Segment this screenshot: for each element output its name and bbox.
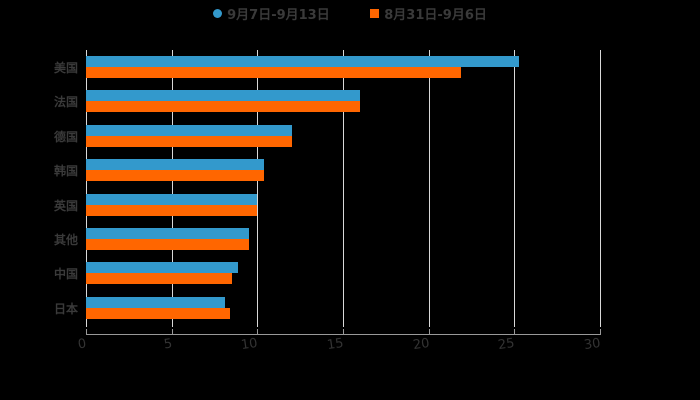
bar[interactable] [86,159,265,171]
bar[interactable] [86,273,232,285]
gridline [428,50,430,327]
x-tick [343,329,344,335]
bar[interactable] [86,170,265,182]
bar[interactable] [86,101,361,113]
x-tick-label: 25 [497,335,516,354]
bar[interactable] [86,56,520,67]
x-tick-label: 0 [76,336,88,353]
bar[interactable] [86,262,239,274]
chart-legend: 9月7日-9月13日 8月31日-9月6日 [0,4,700,23]
x-tick [86,329,87,335]
legend-label: 8月31日-9月6日 [384,8,487,23]
bar[interactable] [86,307,230,319]
x-tick [600,329,601,335]
x-tick-label: 20 [411,335,431,354]
category-label: 英国 [53,198,78,213]
category-label: 其他 [53,233,78,247]
category-label: 法国 [53,95,78,110]
category-label: 德国 [53,129,78,144]
category-label: 韩国 [53,164,78,179]
bar[interactable] [86,67,462,78]
bar[interactable] [86,204,258,216]
bar[interactable] [86,193,258,205]
gridline [171,50,173,327]
x-tick [171,329,173,335]
legend-item-series1[interactable]: 8月31日-9月6日 [370,4,487,23]
bar[interactable] [86,124,292,136]
x-tick [514,329,516,335]
x-tick-label: 30 [583,335,602,354]
legend-label: 9月7日-9月13日 [227,8,330,23]
category-label: 日本 [53,301,78,316]
legend-item-series0[interactable]: 9月7日-9月13日 [213,4,330,23]
category-label: 美国 [53,61,78,75]
bar[interactable] [86,296,225,308]
gridline [514,50,516,327]
x-tick-label: 15 [326,335,345,354]
circle-marker-icon [213,9,223,18]
bar[interactable] [86,228,249,239]
x-tick-label: 10 [240,335,259,354]
x-tick [257,329,259,335]
bar[interactable] [86,239,249,250]
gridline [600,50,601,327]
category-label: 中国 [53,267,78,282]
bar[interactable] [86,90,361,102]
square-marker-icon [370,9,380,18]
gridline [86,50,87,327]
x-tick-label: 5 [162,336,173,353]
bar[interactable] [86,135,292,147]
gridline [257,50,259,327]
x-tick [428,329,430,335]
gridline [343,50,344,327]
